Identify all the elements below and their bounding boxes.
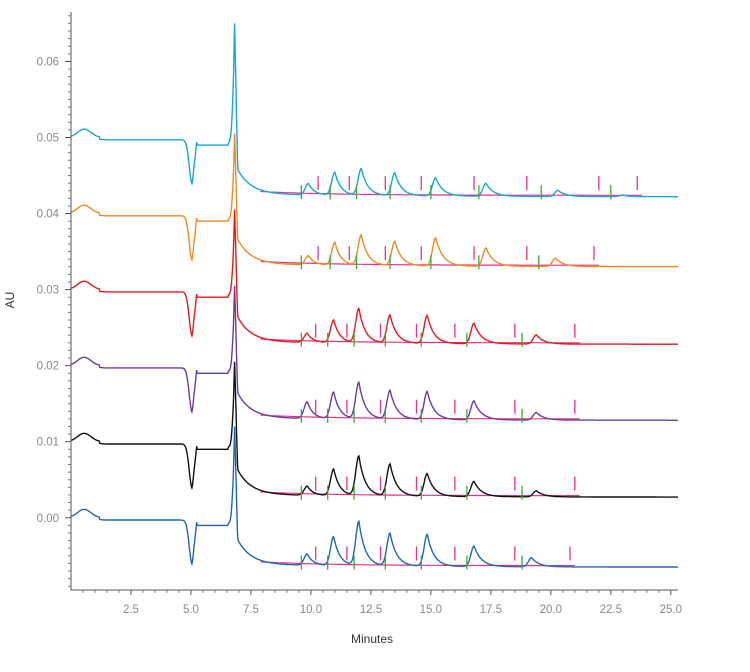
x-tick-label: 2.5 — [123, 604, 139, 616]
x-tick-label: 7.5 — [243, 604, 259, 616]
x-tick-label: 25.0 — [660, 604, 682, 616]
x-tick-label: 20.0 — [540, 604, 562, 616]
integration-baseline — [260, 414, 580, 420]
x-tick-label: 5.0 — [183, 604, 199, 616]
x-tick-label: 12.5 — [360, 604, 382, 616]
y-tick-label: 0.06 — [37, 56, 59, 68]
series-trace-group — [70, 133, 678, 268]
y-tick-label: 0.03 — [37, 285, 59, 297]
series-trace — [70, 209, 678, 345]
x-tick-label: 22.5 — [600, 604, 622, 616]
x-tick-label: 15.0 — [420, 604, 442, 616]
x-axis-title: Minutes — [351, 632, 393, 646]
markers-layer — [300, 176, 638, 570]
ticks-layer: 2.5 5.0 7.5 10.0 12.5 15.0 17.5 20.0 22.5 25.0 0.0… — [37, 15, 682, 616]
integration-baseline — [260, 338, 580, 344]
y-axis-title: AU — [3, 292, 17, 309]
series-trace-group — [70, 209, 678, 345]
traces-layer — [70, 23, 678, 568]
y-tick-label: 0.01 — [37, 437, 59, 449]
series-trace — [70, 426, 678, 568]
x-tick-label: 17.5 — [480, 604, 502, 616]
series-trace-group — [70, 23, 678, 198]
x-tick-label: 10.0 — [300, 604, 322, 616]
y-tick-label: 0.05 — [37, 132, 59, 144]
series-trace-group — [70, 285, 678, 421]
series-trace — [70, 285, 678, 421]
y-tick-label: 0.00 — [37, 513, 59, 525]
series-trace — [70, 133, 678, 268]
series-trace — [70, 23, 678, 198]
axes — [70, 12, 678, 591]
series-trace-group — [70, 361, 678, 498]
y-tick-label: 0.04 — [37, 209, 60, 221]
series-trace — [70, 361, 678, 498]
y-tick-label: 0.02 — [37, 361, 59, 373]
